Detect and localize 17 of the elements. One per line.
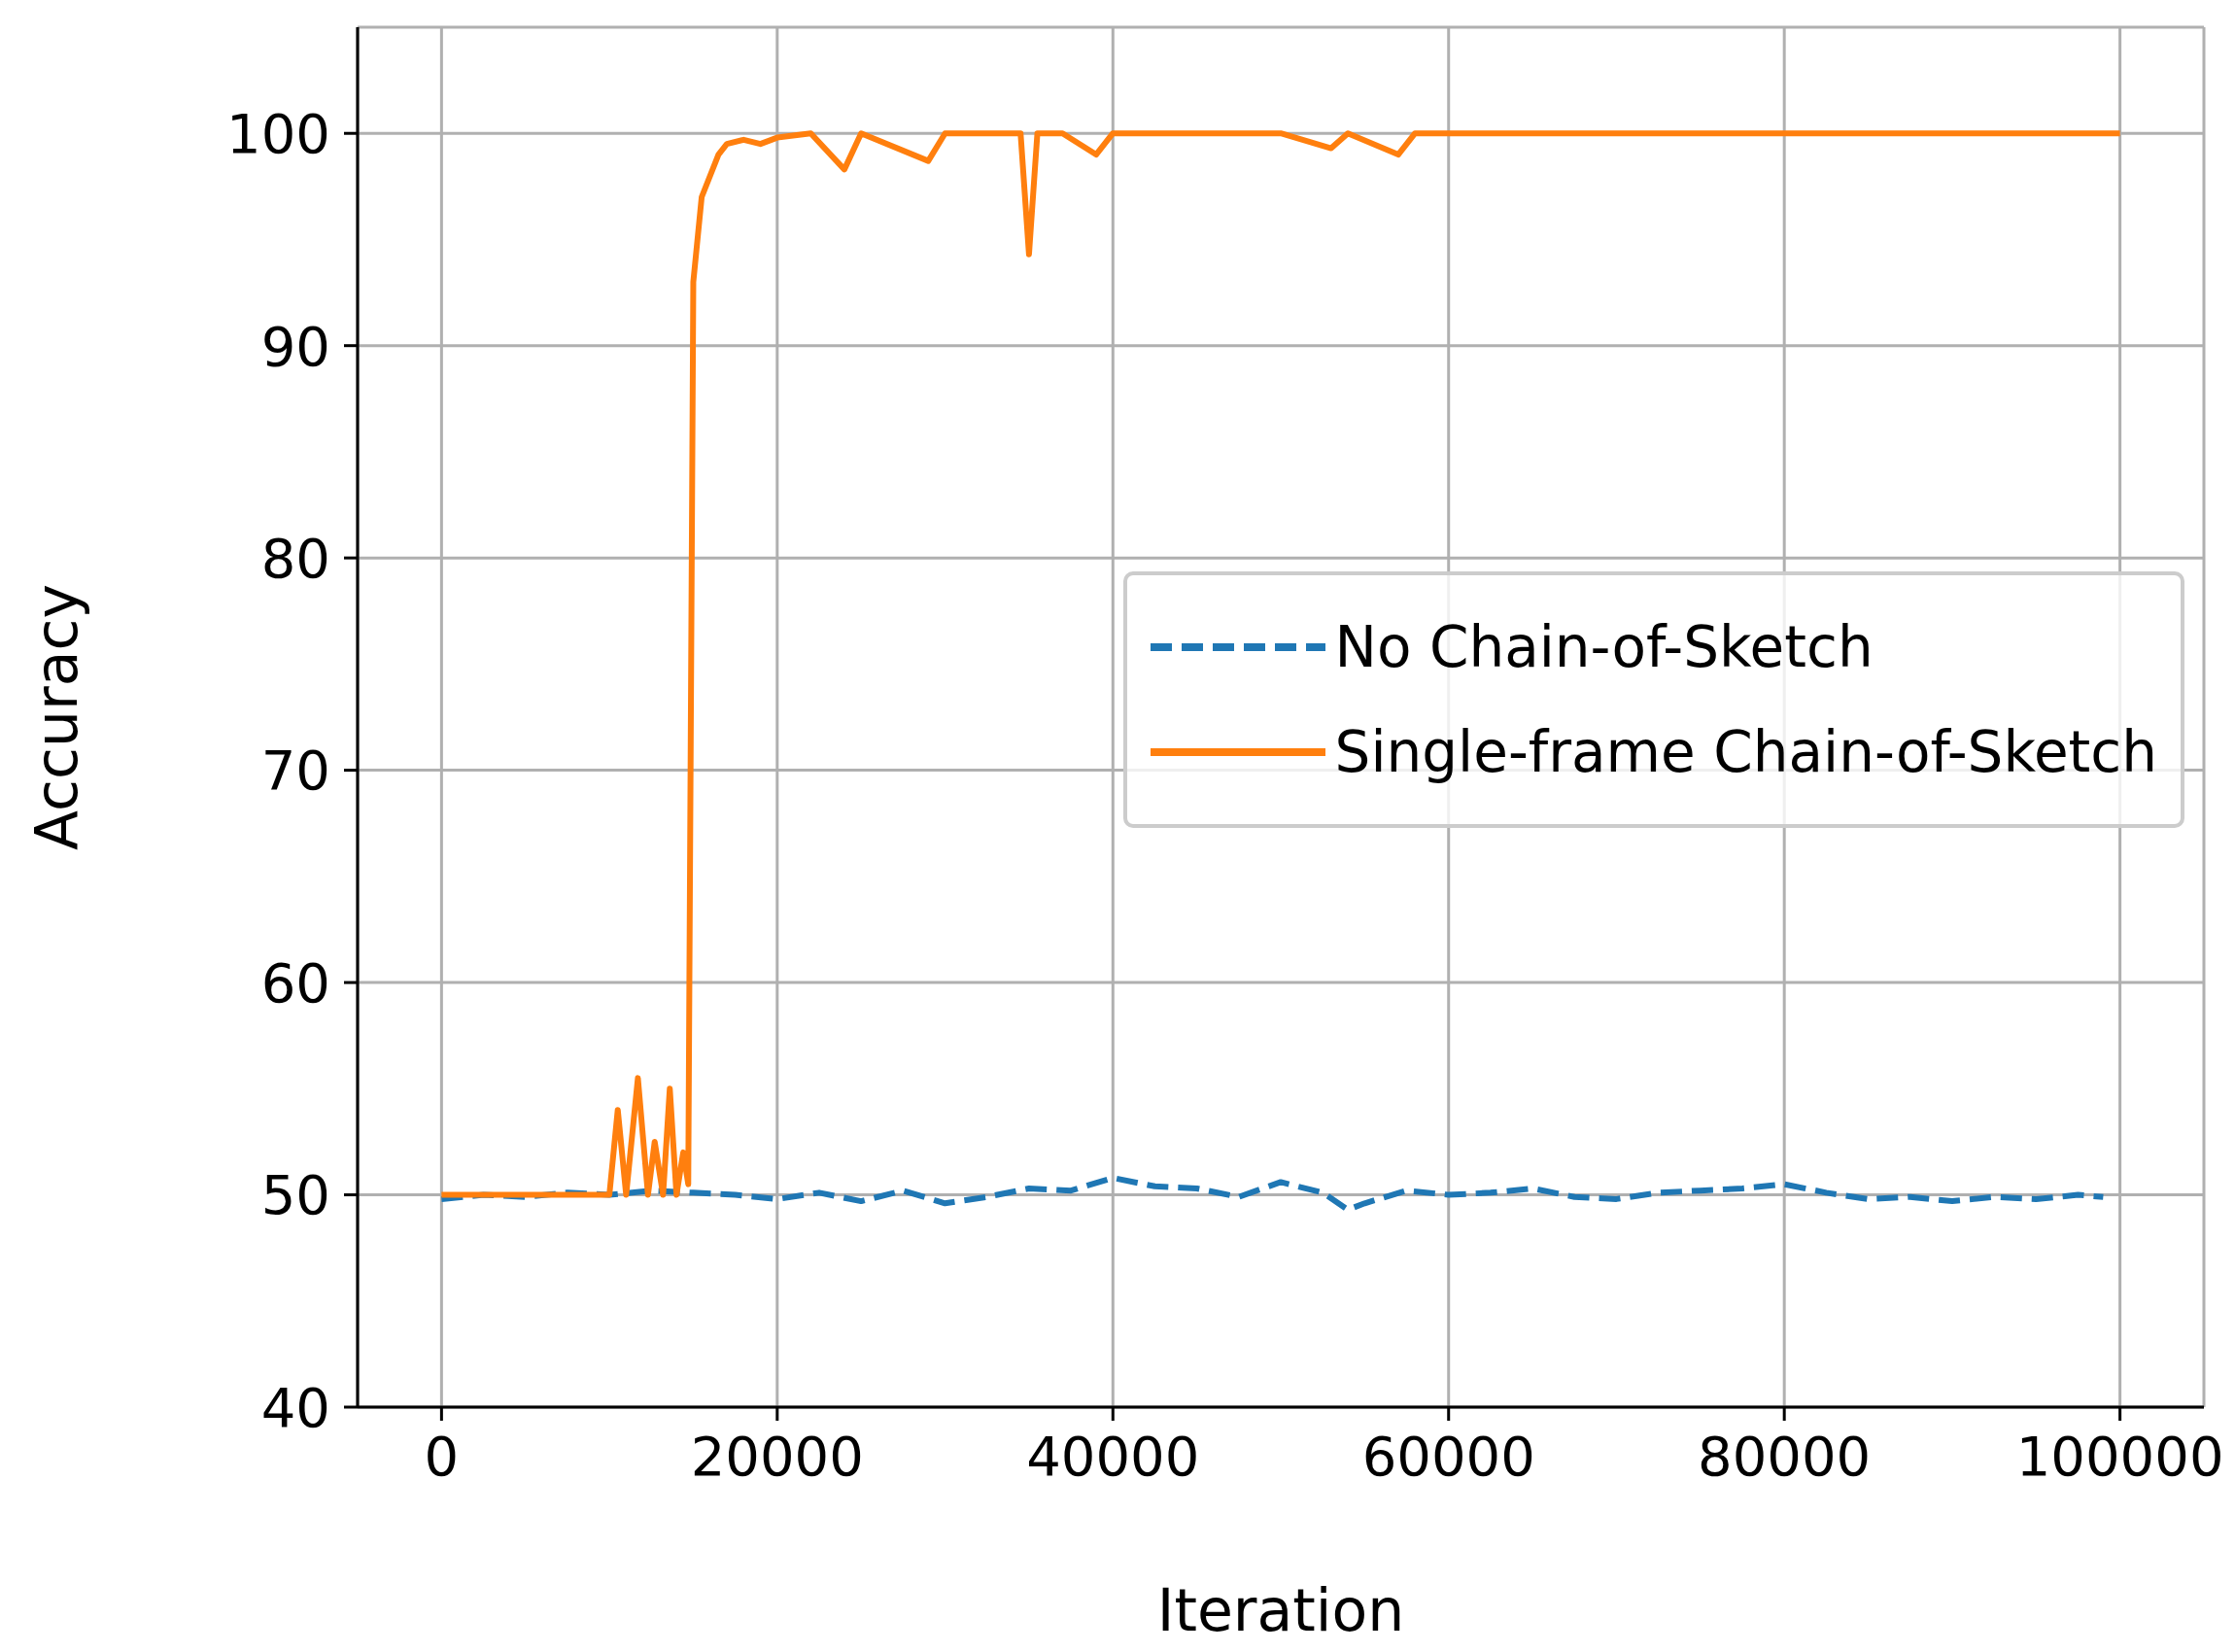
y-tick-label: 70 xyxy=(260,739,330,803)
x-tick-label: 40000 xyxy=(1026,1424,1200,1488)
y-axis-title: Accuracy xyxy=(22,584,91,850)
x-axis-title: Iteration xyxy=(1156,1576,1405,1644)
y-tick-label: 60 xyxy=(260,950,330,1015)
legend-label: Single-frame Chain-of-Sketch xyxy=(1334,718,2157,787)
y-tick-label: 100 xyxy=(226,102,330,166)
y-tick-label: 40 xyxy=(260,1375,330,1439)
legend-label: No Chain-of-Sketch xyxy=(1334,613,1874,682)
y-tick-label: 80 xyxy=(260,527,330,591)
y-tick-label: 90 xyxy=(260,314,330,378)
x-tick-label: 60000 xyxy=(1361,1424,1535,1488)
y-tick-label: 50 xyxy=(260,1163,330,1227)
x-tick-label: 100000 xyxy=(2015,1424,2224,1488)
x-tick-label: 0 xyxy=(424,1424,460,1488)
x-tick-label: 80000 xyxy=(1698,1424,1872,1488)
x-tick-label: 20000 xyxy=(690,1424,864,1488)
